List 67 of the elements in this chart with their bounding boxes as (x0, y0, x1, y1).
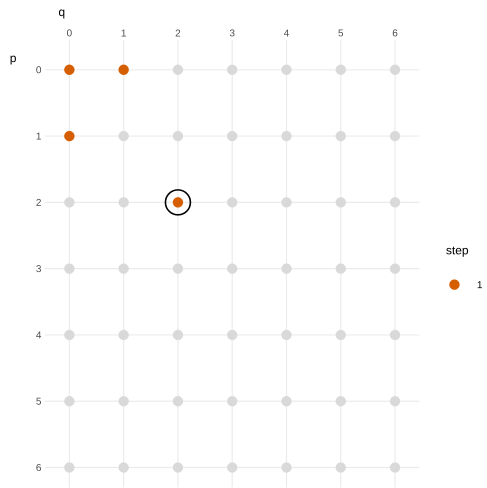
point (335, 396, 346, 406)
point (390, 462, 400, 473)
point (226, 330, 238, 340)
point (118, 64, 129, 75)
point (281, 263, 292, 274)
y-tick-label: 1 (36, 132, 41, 140)
x-tick-label: 2 (175, 29, 180, 36)
point (64, 263, 74, 274)
y-tick-label: 6 (36, 464, 41, 472)
point (335, 263, 346, 274)
y-tick-label: 5 (36, 398, 41, 405)
point (118, 396, 129, 406)
point (64, 396, 74, 406)
point (390, 197, 400, 208)
point (226, 263, 238, 274)
point (172, 396, 183, 406)
point (390, 64, 400, 75)
x-tick-label: 4 (284, 30, 289, 36)
legend-label: 1 (478, 281, 482, 288)
point (172, 130, 183, 142)
x-tick-label: 6 (392, 29, 398, 36)
point (335, 130, 346, 142)
point (172, 330, 183, 340)
point (390, 396, 400, 406)
point (281, 462, 292, 473)
x-tick-label: 5 (338, 29, 343, 36)
point (226, 396, 238, 406)
point (118, 130, 129, 142)
x-tick-label: 1 (121, 30, 126, 36)
point (64, 462, 74, 473)
y-tick-label: 2 (36, 198, 41, 206)
point (226, 64, 238, 75)
point (281, 330, 292, 340)
point (118, 197, 129, 208)
point (281, 197, 292, 208)
point (118, 462, 129, 473)
point (226, 130, 238, 142)
point (390, 130, 400, 142)
point (64, 197, 74, 208)
point (335, 330, 346, 340)
point (64, 64, 74, 75)
point (226, 462, 238, 473)
y-tick-label: 3 (36, 265, 41, 272)
point (172, 263, 183, 274)
point (226, 197, 238, 208)
point (281, 64, 292, 75)
x-axis-title: q (58, 10, 64, 18)
y-axis-title: p (10, 56, 16, 65)
point (64, 130, 74, 142)
point (390, 263, 400, 274)
point (335, 462, 346, 473)
point (281, 396, 292, 406)
y-tick-label: 4 (36, 332, 41, 338)
y-tick-label: 0 (36, 66, 41, 74)
point (172, 64, 183, 75)
point (390, 330, 400, 340)
point (64, 330, 74, 340)
point (281, 130, 292, 142)
point (118, 263, 129, 274)
point (335, 197, 346, 208)
legend-title: step (446, 246, 468, 257)
point (172, 462, 183, 473)
x-tick-label: 0 (66, 29, 72, 36)
x-tick-label: 3 (230, 29, 234, 36)
point (118, 330, 129, 340)
point (164, 189, 192, 216)
point (335, 64, 346, 75)
